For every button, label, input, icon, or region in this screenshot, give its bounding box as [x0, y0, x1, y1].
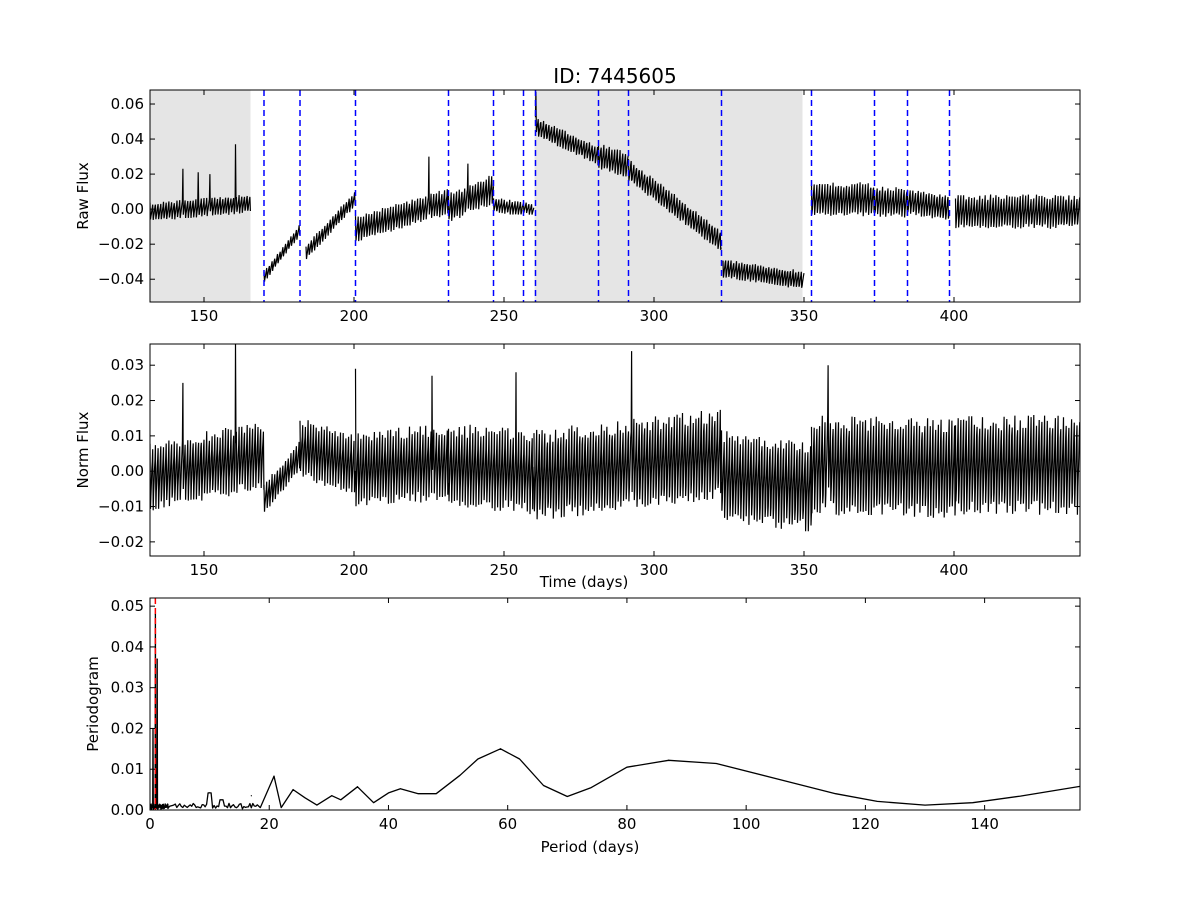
raw-flux-series-segment — [263, 225, 301, 282]
periodogram-xtick-label: 120 — [851, 815, 880, 833]
raw-flux-series-segment — [447, 163, 495, 221]
periodogram-peak-point — [399, 788, 401, 790]
norm-flux-xtick-label: 150 — [190, 561, 219, 579]
time-axis-label: Time (days) — [539, 573, 629, 591]
norm-flux-xtick-label: 400 — [940, 561, 969, 579]
raw-flux-ytick-label: −0.02 — [98, 235, 144, 253]
period-axis-label: Period (days) — [541, 838, 640, 856]
periodogram-xtick-label: 100 — [732, 815, 761, 833]
raw-flux-series-segment — [954, 194, 1080, 229]
chart-title: ID: 7445605 — [553, 64, 676, 88]
norm-flux-series-segment — [810, 365, 957, 518]
raw-flux-xtick-label: 200 — [340, 307, 369, 325]
periodogram-peak-point — [156, 658, 158, 660]
raw-flux-series-segment — [150, 144, 251, 220]
norm-flux-ytick-label: −0.02 — [98, 533, 144, 551]
periodogram-ytick-label: 0.01 — [111, 760, 144, 778]
raw-flux-xtick-label: 400 — [940, 307, 969, 325]
norm-flux-xtick-label: 250 — [490, 561, 519, 579]
raw-flux-series-segment — [534, 91, 600, 166]
periodogram-peak-point — [154, 613, 156, 615]
raw-flux-series-segment — [597, 144, 629, 177]
periodogram-peak-point — [499, 748, 502, 750]
norm-flux-ytick-label: 0.03 — [111, 356, 144, 374]
raw-flux-xtick-label: 350 — [790, 307, 819, 325]
periodogram-xtick-label: 140 — [970, 815, 999, 833]
raw-flux-xtick-label: 250 — [490, 307, 519, 325]
periodogram-peak-point — [668, 759, 670, 761]
raw-flux-ytick-label: 0.04 — [111, 130, 144, 148]
raw-flux-ytick-label: 0.00 — [111, 200, 144, 218]
norm-flux-ytick-label: 0.02 — [111, 392, 144, 410]
periodogram-ytick-label: 0.04 — [111, 638, 144, 656]
raw-flux-series-segment — [305, 192, 357, 260]
raw-flux-ytick-label: 0.02 — [111, 165, 144, 183]
periodogram-peak-point — [356, 786, 359, 788]
norm-flux-axis-label: Norm Flux — [74, 411, 92, 488]
periodogram-xtick-label: 40 — [379, 815, 398, 833]
norm-flux-ytick-label: 0.01 — [111, 427, 144, 445]
periodogram-peak-point — [209, 792, 211, 794]
norm-flux-series-segment — [299, 420, 356, 493]
periodogram-xtick-label: 20 — [260, 815, 279, 833]
norm-flux-series-segment — [533, 351, 722, 520]
periodogram-peak-point — [331, 795, 333, 797]
raw-flux-axis-label: Raw Flux — [74, 162, 92, 230]
raw-flux-series-segment — [873, 186, 908, 218]
periodogram-series-line — [150, 613, 1080, 810]
norm-flux-series-segment — [263, 441, 301, 512]
norm-flux-panel: 150 200 250 300 350 400 −0.02 −0.01 0.00 0.01 0.02… — [98, 343, 1081, 579]
periodogram-ytick-label: 0.02 — [111, 719, 144, 737]
norm-flux-xtick-label: 350 — [790, 561, 819, 579]
periodogram-ytick-label: 0.00 — [111, 801, 144, 819]
norm-flux-series-segment — [354, 368, 449, 507]
periodogram-xtick-label: 0 — [145, 815, 155, 833]
norm-flux-series-segment — [954, 414, 1080, 515]
periodogram-panel: 0 20 40 60 80 100 120 140 0.00 0.01 0.02 0.03 0.04 0.… — [111, 597, 1081, 833]
periodogram-axis-label: Periodogram — [84, 656, 102, 751]
raw-flux-shaded-region — [150, 90, 251, 302]
periodogram-frame — [149, 597, 1081, 811]
raw-flux-series-segment — [354, 156, 449, 242]
norm-flux-ytick-label: −0.01 — [98, 498, 144, 516]
periodogram-ytick-label: 0.05 — [111, 597, 144, 615]
raw-flux-series-segment — [810, 182, 876, 217]
periodogram-plot-area — [150, 598, 1080, 810]
raw-flux-panel: 150 200 250 300 350 400 −0.04 −0.02 0.00 0.02 0.04… — [98, 89, 1081, 325]
norm-flux-ytick-label: 0.00 — [111, 462, 144, 480]
norm-flux-xtick-label: 200 — [340, 561, 369, 579]
periodogram-ytick-label: 0.03 — [111, 679, 144, 697]
norm-flux-series-segment — [447, 372, 535, 515]
norm-flux-plot-area — [150, 344, 1080, 532]
norm-flux-series-segment — [720, 430, 813, 532]
raw-flux-series-segment — [906, 189, 950, 220]
norm-flux-series-segment — [150, 344, 265, 511]
periodogram-peak-point — [292, 789, 294, 791]
raw-flux-series-segment — [627, 159, 722, 250]
norm-flux-xtick-label: 300 — [640, 561, 669, 579]
raw-flux-frame — [149, 89, 1081, 303]
raw-flux-ytick-label: −0.04 — [98, 270, 144, 288]
raw-flux-plot-area — [150, 90, 1080, 302]
raw-flux-xtick-label: 150 — [190, 307, 219, 325]
periodogram-xtick-label: 80 — [617, 815, 636, 833]
norm-flux-frame — [149, 343, 1081, 557]
raw-flux-ytick-label: 0.06 — [111, 95, 144, 113]
raw-flux-series-segment — [722, 260, 805, 288]
periodogram-peak-point — [273, 775, 275, 777]
periodogram-xtick-label: 60 — [498, 815, 517, 833]
periodogram-peak-point — [250, 795, 252, 797]
raw-flux-series-segment — [492, 198, 524, 215]
raw-flux-series-segment — [522, 201, 535, 215]
raw-flux-xtick-label: 300 — [640, 307, 669, 325]
